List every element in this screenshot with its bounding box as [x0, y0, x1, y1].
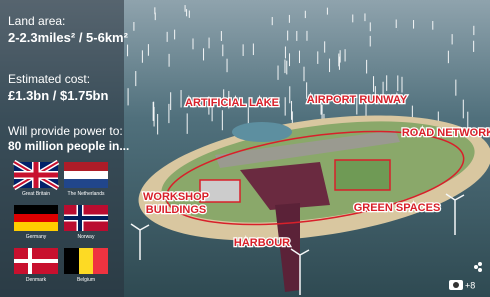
flag-nl — [64, 162, 108, 188]
cost-label: Estimated cost: — [8, 72, 90, 86]
callout-workshop: BUILDINGS — [146, 204, 207, 216]
sidebar: Land area: 2-2.3miles² / 5-6km² Estimate… — [0, 0, 124, 297]
flag-de — [14, 205, 58, 231]
land-label: Land area: — [8, 14, 65, 28]
callout-roads: ROAD NETWORK — [402, 127, 490, 139]
flag-gb — [14, 162, 58, 188]
country-label: Belgium — [61, 277, 111, 283]
country-label: Great Britain — [11, 191, 61, 197]
photo-count: +8 — [465, 280, 475, 290]
flag-no — [64, 205, 108, 231]
photo-counter[interactable]: +8 — [449, 280, 475, 290]
country-label: Germany — [11, 234, 61, 240]
power-label: Will provide power to: — [8, 124, 123, 138]
callout-green: GREEN SPACES — [354, 202, 441, 214]
callout-runway: AIRPORT RUNWAY — [307, 94, 408, 106]
land-value: 2-2.3miles² / 5-6km² — [8, 30, 128, 45]
flag-dk — [14, 248, 58, 274]
country-label: Denmark — [11, 277, 61, 283]
cost-value: £1.3bn / $1.75bn — [8, 88, 108, 103]
callout-lake: ARTIFICIAL LAKE — [185, 97, 279, 109]
power-value: 80 million people in... — [8, 139, 129, 153]
country-label: The Netherlands — [61, 191, 111, 197]
country-label: Norway — [61, 234, 111, 240]
callout-workshop: WORKSHOP — [143, 191, 209, 203]
infographic: ARTIFICIAL LAKE AIRPORT RUNWAY ROAD NETW… — [0, 0, 490, 297]
flag-be — [64, 248, 108, 274]
callout-harbour: HARBOUR — [234, 237, 290, 249]
